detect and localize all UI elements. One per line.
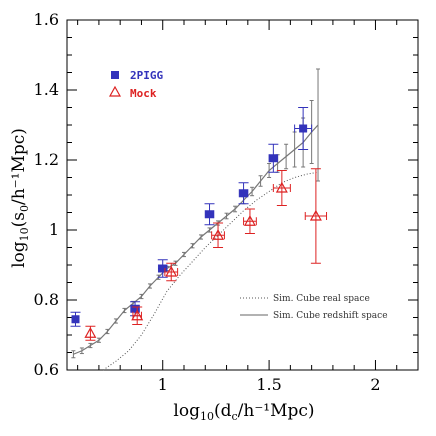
y-tick-label: 0.8 <box>34 290 59 309</box>
legend-top: 2PIGG Mock <box>108 69 163 100</box>
point-2pigg <box>158 264 167 273</box>
legend-label-redshift: Sim. Cube redshift space <box>273 311 388 321</box>
point-mock <box>131 309 144 321</box>
x-tick-label: 1 <box>158 375 168 394</box>
legend-label-real: Sim. Cube real space <box>273 294 370 304</box>
point-2pigg <box>71 315 80 324</box>
data-points <box>70 107 328 341</box>
point-2pigg <box>239 189 248 198</box>
x-axis-label-post: /h⁻¹Mpc) <box>238 401 315 421</box>
x-axis-label-pre: log <box>173 401 200 421</box>
point-mock <box>309 209 322 221</box>
y-axis-label-post: /h⁻¹Mpc) <box>9 128 29 205</box>
point-2pigg <box>131 304 140 313</box>
legend-bottom: Sim. Cube real space Sim. Cube redshift … <box>240 294 388 321</box>
point-mock <box>243 215 256 226</box>
point-mock <box>275 181 288 193</box>
legend-label-2pigg: 2PIGG <box>130 69 163 82</box>
y-tick-label: 1.4 <box>34 80 59 99</box>
y-axis-label-sub2: 0 <box>18 205 31 212</box>
x-axis-label: log10(dc/h⁻¹Mpc) <box>173 401 314 423</box>
y-axis-label-sub1: 10 <box>18 227 31 241</box>
point-2pigg <box>205 210 214 219</box>
point-2pigg <box>299 124 308 133</box>
point-mock <box>165 265 178 277</box>
point-mock <box>84 327 97 338</box>
legend-label-mock: Mock <box>130 87 157 100</box>
y-axis-label-mid: (s <box>9 212 29 227</box>
point-2pigg <box>269 154 278 163</box>
sim-real-space-line <box>102 171 319 371</box>
x-axis-label-mid: (d <box>214 401 232 421</box>
legend-marker-mock <box>108 85 122 97</box>
plot-frame <box>66 19 419 371</box>
y-tick-label: 1.2 <box>34 150 59 169</box>
legend-marker-2pigg <box>111 71 119 79</box>
x-axis-label-sub2: c <box>231 410 237 423</box>
y-tick-label: 0.6 <box>34 360 59 379</box>
y-axis-label-pre: log <box>9 241 29 268</box>
x-tick-label: 2 <box>370 375 380 394</box>
x-tick-label: 1.5 <box>256 375 281 394</box>
point-mock <box>212 229 225 240</box>
sim-curves <box>71 68 321 371</box>
tick-labels: 1 1.5 2 0.6 0.8 1 1.2 1.4 1.6 <box>34 10 381 394</box>
y-tick-label: 1.6 <box>34 10 59 29</box>
y-tick-label: 1 <box>49 220 59 239</box>
x-axis-label-sub1: 10 <box>200 410 214 423</box>
y-axis-label: log10(s0/h⁻¹Mpc) <box>9 128 31 268</box>
